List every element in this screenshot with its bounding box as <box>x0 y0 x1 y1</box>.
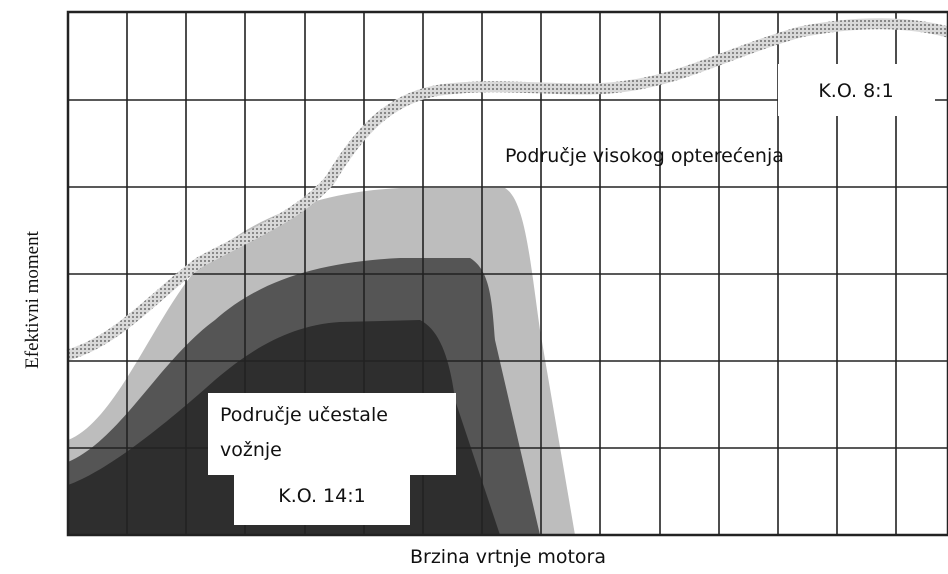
label-box <box>778 64 935 116</box>
y-axis-label: Efektivni moment <box>22 230 43 368</box>
annotation: K.O. 14:1 <box>278 485 365 507</box>
annotation: K.O. 8:1 <box>818 80 893 102</box>
annotation: Područje visokog opterećenja <box>505 145 784 167</box>
label-box <box>234 470 410 525</box>
x-axis-label: Brzina vrtnje motora <box>410 546 606 568</box>
plot-frame <box>66 10 948 537</box>
annotation: Područje učestale <box>220 404 388 426</box>
label-box <box>208 393 456 475</box>
annotation: vožnje <box>220 439 282 461</box>
high-load-curve <box>66 18 948 361</box>
